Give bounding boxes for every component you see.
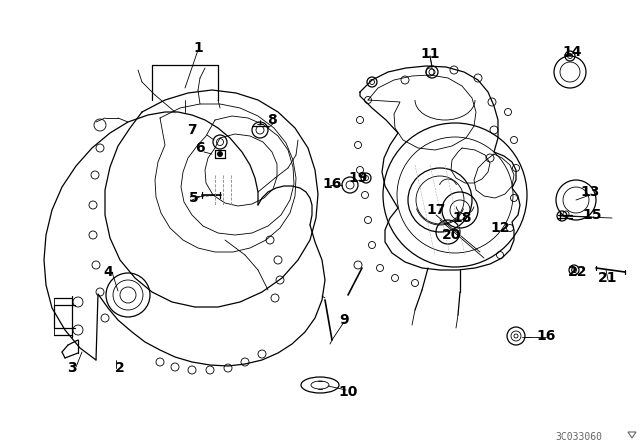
Text: 11: 11 xyxy=(420,47,440,61)
Text: 6: 6 xyxy=(195,141,205,155)
Text: 9: 9 xyxy=(339,313,349,327)
Text: 1: 1 xyxy=(193,41,203,55)
Circle shape xyxy=(572,267,577,272)
Text: 16: 16 xyxy=(536,329,556,343)
Text: 7: 7 xyxy=(187,123,197,137)
Text: 15: 15 xyxy=(582,208,602,222)
Circle shape xyxy=(218,151,223,156)
Text: 20: 20 xyxy=(442,228,461,242)
Text: 4: 4 xyxy=(103,265,113,279)
Text: 14: 14 xyxy=(563,45,582,59)
Text: 5: 5 xyxy=(189,191,199,205)
Text: 13: 13 xyxy=(580,185,600,199)
Text: 3C033060: 3C033060 xyxy=(555,432,602,442)
Text: 3: 3 xyxy=(67,361,77,375)
Text: 16: 16 xyxy=(323,177,342,191)
Text: 10: 10 xyxy=(339,385,358,399)
Text: 22: 22 xyxy=(568,265,588,279)
Text: 2: 2 xyxy=(115,361,125,375)
Text: 8: 8 xyxy=(267,113,277,127)
Text: 12: 12 xyxy=(490,221,509,235)
Text: 18: 18 xyxy=(452,211,472,225)
Text: 21: 21 xyxy=(598,271,618,285)
Text: 17: 17 xyxy=(426,203,445,217)
Text: 19: 19 xyxy=(348,171,368,185)
